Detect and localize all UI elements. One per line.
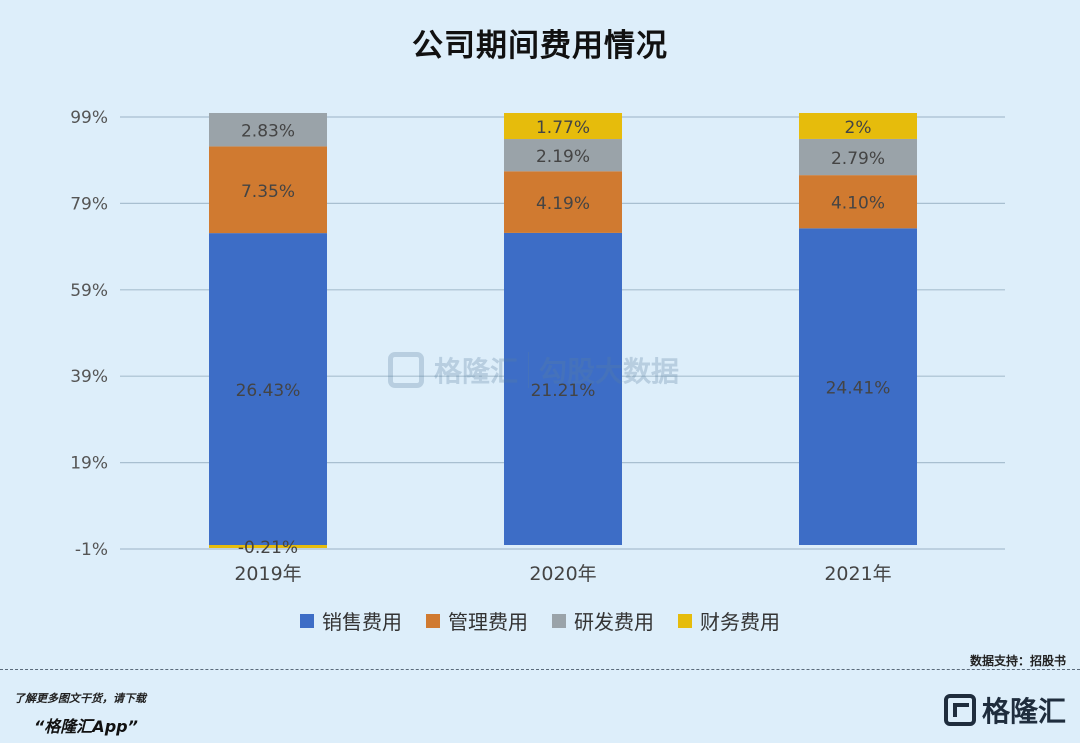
x-category-label: 2021年 [824,563,891,585]
logo-text: 格隆汇 [981,695,1066,728]
data-label: 24.41% [826,379,891,399]
legend-item: 财务费用 [678,606,780,635]
legend-swatch [678,613,692,628]
bar-segment [504,139,622,172]
data-label: 2% [845,118,872,138]
bar-segment [799,175,917,229]
promo-text: 了解更多图文干货，请下载 [14,692,146,705]
y-tick-label: 79% [70,194,108,214]
footer-divider [0,669,1080,670]
bar-segment [209,146,327,234]
promo-app-name: “格隆汇App” [34,717,138,736]
legend-swatch [300,613,314,628]
source-note: 数据支持：招股书 [969,654,1066,668]
legend: 销售费用 管理费用 研发费用 财务费用 [0,606,1080,635]
y-tick-label: 19% [70,454,108,474]
bar-segment [504,113,622,140]
legend-swatch [552,613,566,628]
y-tick-label: 99% [70,108,108,128]
data-label: 2.79% [831,149,885,169]
bar-segment [799,138,917,176]
legend-label: 财务费用 [700,610,780,634]
y-tick-label: -1% [75,540,108,560]
brand-logo: 格隆汇 [943,690,1066,730]
bar-segment [799,228,917,546]
legend-label: 管理费用 [448,610,528,634]
legend-label: 销售费用 [322,610,402,634]
x-category-label: 2020年 [529,563,596,585]
y-tick-label: 39% [70,367,108,387]
bar-segment-negative [209,545,327,548]
data-label: 26.43% [236,381,301,401]
data-label: 4.19% [536,194,590,214]
data-label: 21.21% [531,381,596,401]
bar-segment [504,171,622,233]
bar-segment [799,113,917,139]
bar-segment [504,232,622,545]
data-label: 2.19% [536,147,590,167]
chart-title: 公司期间费用情况 [412,28,668,64]
logo-icon [943,694,976,726]
legend-label: 研发费用 [574,610,654,634]
data-label: 1.77% [536,118,590,138]
data-label: -0.21% [238,538,298,558]
legend-item: 销售费用 [300,606,402,635]
legend-item: 管理费用 [426,606,528,635]
y-tick-label: 59% [70,281,108,301]
legend-swatch [426,613,440,628]
bar-segment [209,233,327,545]
data-label: 2.83% [241,122,295,142]
data-label: 7.35% [241,182,295,202]
x-category-label: 2019年 [234,563,301,585]
stacked-bar-chart: 99% 79% 59% 39% 19% -1% 26.43% 7.35% 2.83% -0.21%… [70,108,1005,585]
bar-segment [209,113,327,147]
legend-item: 研发费用 [552,606,654,635]
data-label: 4.10% [831,194,885,214]
